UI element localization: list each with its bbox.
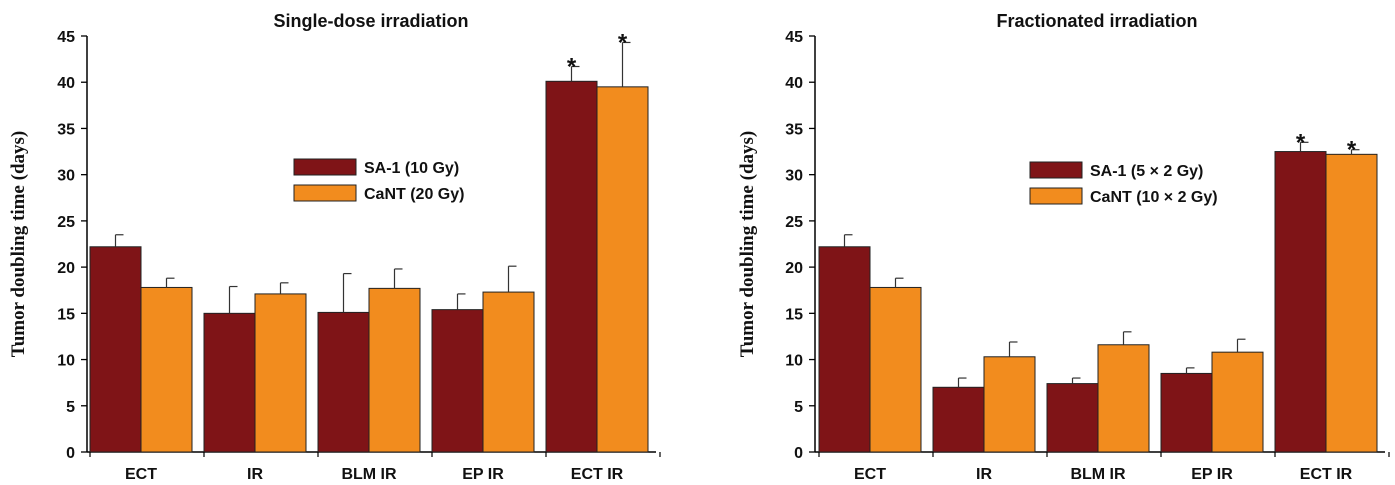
x-tick-label: ECT <box>854 466 886 483</box>
chart-title: Single-dose irradiation <box>273 11 468 31</box>
y-tick-label: 15 <box>785 306 803 323</box>
x-tick-label: IR <box>976 466 992 483</box>
y-tick-label: 20 <box>57 260 75 277</box>
bar <box>1160 372 1213 453</box>
bar <box>140 286 193 453</box>
bar <box>1211 351 1264 453</box>
y-tick-label: 0 <box>794 445 803 462</box>
x-tick-label: IR <box>247 466 263 483</box>
x-tick-label: EP IR <box>462 466 504 483</box>
bar <box>545 80 598 453</box>
significance-marker: * <box>618 29 628 56</box>
chart-fractionated: Fractionated irradiation Tumor doubling … <box>737 11 1390 483</box>
significance-marker: * <box>1347 137 1357 164</box>
bar <box>818 246 871 453</box>
bar <box>368 287 421 453</box>
bar <box>1046 383 1099 453</box>
y-axis-label: Tumor doubling time (days) <box>737 131 758 357</box>
y-tick-label: 40 <box>785 75 803 92</box>
x-tick-label: ECT <box>125 466 157 483</box>
bar <box>254 293 307 453</box>
y-tick-label: 25 <box>57 214 75 231</box>
bar <box>89 246 142 453</box>
y-tick-label: 10 <box>57 353 75 370</box>
x-tick-label: ECT IR <box>571 466 624 483</box>
bar <box>317 311 370 453</box>
x-tick-label: ECT IR <box>1300 466 1353 483</box>
y-tick-label: 35 <box>785 121 803 138</box>
chart-title: Fractionated irradiation <box>996 11 1197 31</box>
x-tick-label: BLM IR <box>341 466 397 483</box>
bar <box>596 86 649 453</box>
bar <box>1325 153 1378 453</box>
legend-label: SA-1 (5 × 2 Gy) <box>1090 163 1203 180</box>
y-tick-label: 45 <box>785 29 803 46</box>
bar <box>1097 344 1150 453</box>
y-tick-label: 5 <box>66 399 75 416</box>
y-axis-label: Tumor doubling time (days) <box>8 131 29 357</box>
y-tick-label: 0 <box>66 445 75 462</box>
chart-single-dose: Single-dose irradiation Tumor doubling t… <box>8 11 661 483</box>
y-tick-label: 35 <box>57 121 75 138</box>
x-tick-label: EP IR <box>1191 466 1233 483</box>
legend-label: SA-1 (10 Gy) <box>364 160 459 177</box>
y-tick-label: 10 <box>785 353 803 370</box>
legend-swatch <box>1029 187 1083 205</box>
bar <box>869 286 922 453</box>
y-tick-label: 15 <box>57 306 75 323</box>
y-tick-label: 30 <box>785 168 803 185</box>
y-tick-label: 40 <box>57 75 75 92</box>
bar <box>431 309 484 453</box>
legend-swatch <box>293 158 357 176</box>
y-tick-label: 25 <box>785 214 803 231</box>
legend-label: CaNT (10 × 2 Gy) <box>1090 189 1218 206</box>
bar <box>932 386 985 453</box>
x-tick-label: BLM IR <box>1070 466 1126 483</box>
y-tick-label: 45 <box>57 29 75 46</box>
significance-marker: * <box>567 54 577 81</box>
bar <box>203 312 256 453</box>
bar <box>482 291 535 453</box>
y-tick-label: 30 <box>57 168 75 185</box>
bar <box>983 356 1036 453</box>
significance-marker: * <box>1296 129 1306 156</box>
legend-swatch <box>1029 161 1083 179</box>
legend-label: CaNT (20 Gy) <box>364 186 464 203</box>
bar <box>1274 151 1327 453</box>
y-tick-label: 5 <box>794 399 803 416</box>
y-tick-label: 20 <box>785 260 803 277</box>
legend-swatch <box>293 184 357 202</box>
